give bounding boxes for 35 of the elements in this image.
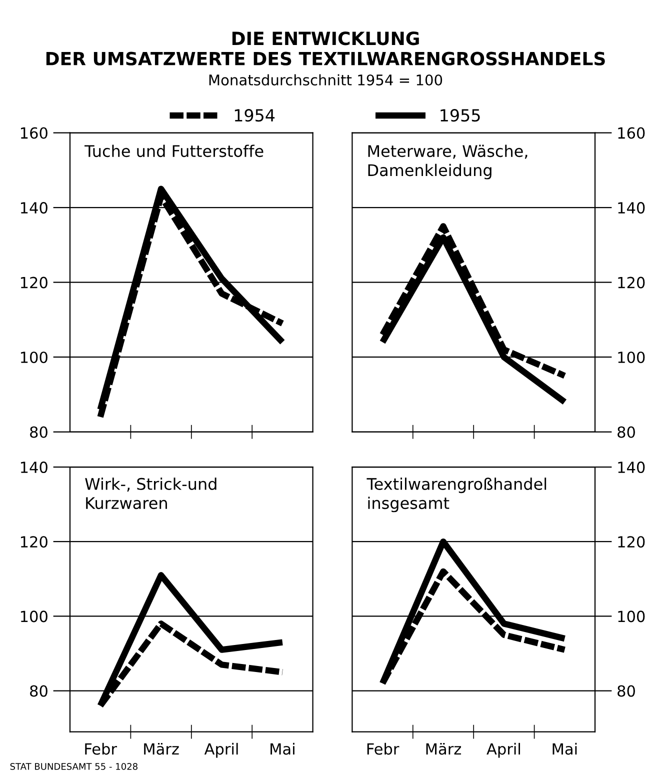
x-tick-label: Mai — [270, 742, 294, 755]
y-tick-label: 80 — [618, 685, 635, 697]
text: Wirk-, Strick-und Kurzwaren — [85, 478, 216, 510]
y-tick-label: 140 — [618, 462, 645, 474]
y-tick-label: 120 — [20, 276, 48, 288]
x-tick-label: März — [426, 742, 462, 755]
y-tick-label: 140 — [618, 202, 645, 214]
y-tick-label: 160 — [20, 127, 48, 139]
y-tick-label: 100 — [20, 352, 48, 364]
x-tick-label: Febr — [85, 742, 117, 755]
x-tick-label: April — [204, 742, 238, 758]
text: Textilwarengroßhandel insgesamt — [366, 478, 546, 512]
y-tick-label: 120 — [618, 536, 645, 548]
text: Tuche und Futterstoffe — [84, 144, 264, 158]
y-tick-label: 100 — [618, 610, 645, 622]
x-tick-label: März — [144, 742, 179, 755]
legend-label: 1954 — [234, 109, 275, 122]
x-tick-label: Mai — [552, 742, 577, 755]
y-tick-label: 80 — [618, 426, 635, 438]
y-tick-label: 120 — [20, 536, 48, 548]
x-tick-label: April — [486, 742, 520, 758]
text: Monatsdurchschnitt 1954 = 100 — [209, 74, 442, 86]
legend-label: 1955 — [440, 109, 480, 122]
y-tick-label: 140 — [20, 202, 48, 214]
y-tick-label: 140 — [20, 462, 48, 474]
y-tick-label: 100 — [20, 610, 48, 622]
y-tick-label: 80 — [30, 685, 48, 697]
y-tick-label: 80 — [30, 426, 48, 438]
text: STAT BUNDESAMT 55 - 1028 — [10, 763, 138, 770]
text: DIE ENTWICKLUNG DER UMSATZWERTE DES TEXTILWARENGROSSHANDELS — [46, 32, 605, 66]
text: Meterware, Wäsche, Damenkleidung — [368, 144, 528, 180]
y-tick-label: 160 — [618, 127, 645, 139]
y-tick-label: 100 — [618, 352, 645, 364]
y-tick-label: 120 — [618, 276, 645, 288]
x-tick-label: Febr — [367, 742, 400, 755]
